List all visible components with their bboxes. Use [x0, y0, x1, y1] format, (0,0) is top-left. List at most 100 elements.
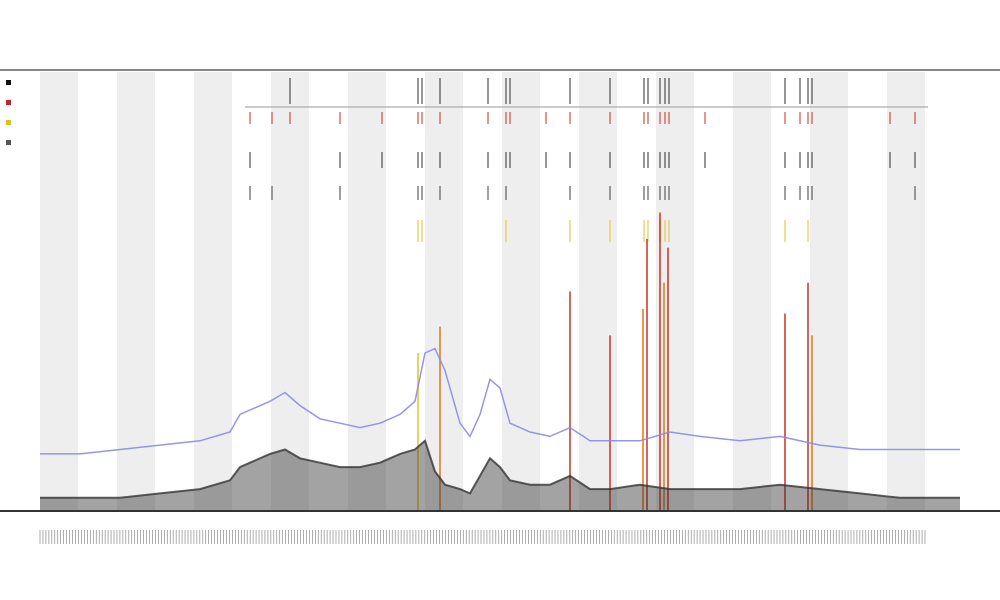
track-tick	[289, 112, 291, 124]
track-tick	[569, 112, 571, 124]
track-tick	[668, 186, 670, 200]
shaded-band	[656, 72, 694, 511]
track-tick	[439, 112, 441, 124]
track-tick	[439, 78, 441, 104]
track-tick	[659, 78, 661, 104]
track-tick	[509, 78, 511, 104]
shaded-band	[502, 72, 540, 511]
track-tick	[704, 152, 706, 168]
track-tick	[421, 112, 423, 124]
shaded-band	[810, 72, 848, 511]
track-tick	[807, 78, 809, 104]
track-tick	[545, 112, 547, 124]
track-tick	[569, 220, 571, 242]
track-tick	[807, 112, 809, 124]
track-tick	[421, 186, 423, 200]
x-tick-labels	[39, 530, 926, 544]
track-tick	[487, 78, 489, 104]
track-tick	[381, 112, 383, 124]
track-tick	[784, 112, 786, 124]
track-tick	[799, 112, 801, 124]
track-tick	[421, 152, 423, 168]
track-tick	[659, 112, 661, 124]
track-tick	[807, 152, 809, 168]
shaded-band	[887, 72, 925, 511]
track-tick	[339, 186, 341, 200]
track-tick	[799, 78, 801, 104]
track-tick	[609, 220, 611, 242]
event-spikes	[417, 212, 813, 511]
track-tick	[704, 112, 706, 124]
legend-swatch	[6, 140, 11, 145]
shaded-band	[271, 72, 309, 511]
legend-swatch	[6, 120, 11, 125]
track-tick	[569, 152, 571, 168]
track-tick	[271, 112, 273, 124]
legend	[6, 80, 11, 145]
shaded-band	[40, 72, 78, 511]
track-tick	[487, 112, 489, 124]
track-tick	[647, 152, 649, 168]
track-tick	[609, 112, 611, 124]
track-tick	[811, 78, 813, 104]
track-tick	[249, 152, 251, 168]
track-tick	[659, 152, 661, 168]
track-tick	[439, 186, 441, 200]
track-tick	[664, 220, 666, 242]
track-tick	[807, 220, 809, 242]
track-tick	[668, 152, 670, 168]
background-bands	[40, 72, 925, 511]
track-tick	[417, 112, 419, 124]
track-tick	[487, 152, 489, 168]
track-tick	[505, 112, 507, 124]
track-tick	[249, 112, 251, 124]
track-tick	[505, 186, 507, 200]
track-tick	[811, 186, 813, 200]
track-tick	[271, 186, 273, 200]
track-tick	[417, 220, 419, 242]
track-tick	[914, 186, 916, 200]
track-tick	[664, 186, 666, 200]
track-tick	[643, 78, 645, 104]
track-tick	[569, 78, 571, 104]
track-tick	[381, 152, 383, 168]
shaded-band	[194, 72, 232, 511]
track-tick	[659, 186, 661, 200]
track-tick	[569, 186, 571, 200]
track-tick	[609, 152, 611, 168]
track-tick	[647, 186, 649, 200]
track-tick	[417, 186, 419, 200]
track-tick	[643, 186, 645, 200]
series-lines	[40, 347, 960, 511]
annotation-tracks	[245, 78, 928, 242]
track-tick	[664, 78, 666, 104]
track-tick	[664, 152, 666, 168]
shaded-band	[425, 72, 463, 511]
track-tick	[799, 152, 801, 168]
depth-area	[40, 440, 960, 511]
track-tick	[545, 152, 547, 168]
track-tick	[417, 78, 419, 104]
track-tick	[417, 152, 419, 168]
legend-swatch	[6, 80, 11, 85]
track-tick	[609, 186, 611, 200]
track-tick	[339, 112, 341, 124]
track-tick	[609, 78, 611, 104]
total-line	[40, 347, 960, 455]
shaded-band	[733, 72, 771, 511]
track-tick	[647, 220, 649, 242]
track-tick	[505, 78, 507, 104]
track-tick	[505, 152, 507, 168]
track-tick	[784, 186, 786, 200]
track-tick	[249, 186, 251, 200]
track-tick	[509, 152, 511, 168]
track-tick	[289, 78, 291, 104]
track-tick	[811, 112, 813, 124]
track-tick	[339, 152, 341, 168]
track-tick	[784, 220, 786, 242]
track-tick	[421, 78, 423, 104]
track-tick	[784, 78, 786, 104]
track-tick	[889, 152, 891, 168]
track-tick	[668, 220, 670, 242]
track-tick	[643, 220, 645, 242]
